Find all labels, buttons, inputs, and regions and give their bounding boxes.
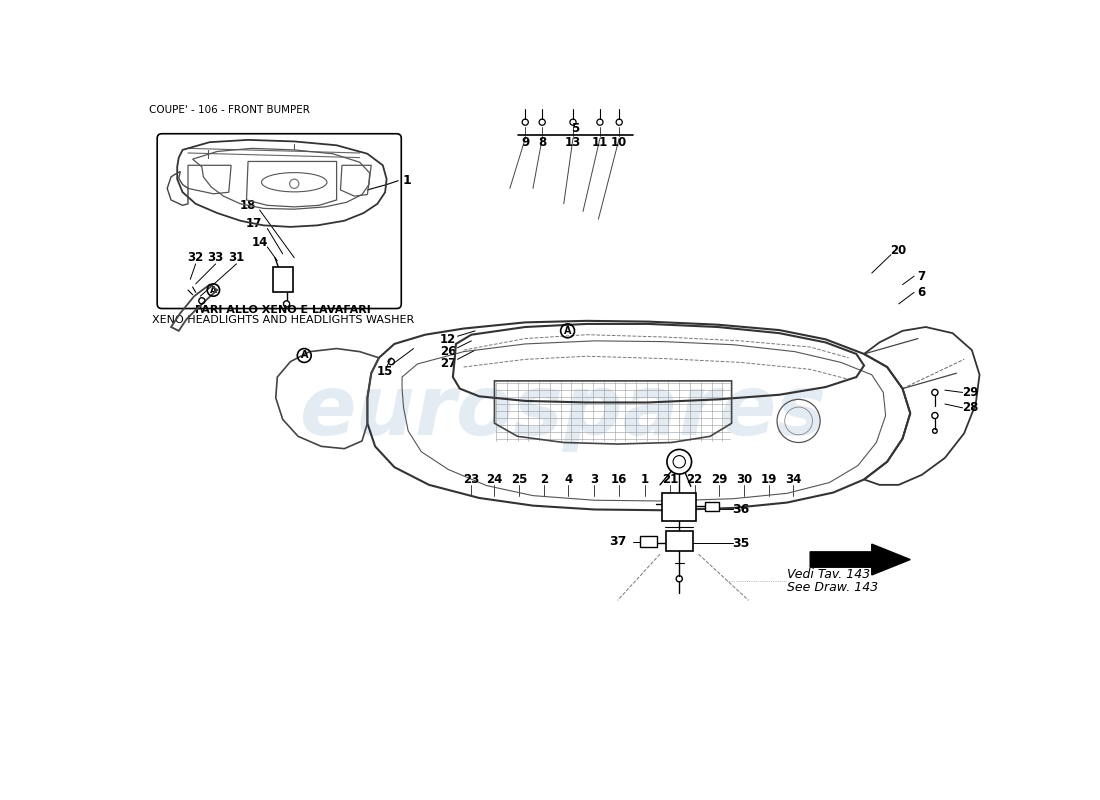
FancyBboxPatch shape [157, 134, 402, 309]
Text: 7: 7 [917, 270, 926, 282]
Text: 12: 12 [440, 333, 456, 346]
Text: 21: 21 [662, 473, 678, 486]
Text: 17: 17 [246, 218, 262, 230]
Text: 35: 35 [733, 537, 749, 550]
Text: XENO HEADLIGHTS AND HEADLIGHTS WASHER: XENO HEADLIGHTS AND HEADLIGHTS WASHER [152, 314, 414, 325]
Text: A: A [210, 286, 217, 294]
Text: 10: 10 [612, 136, 627, 149]
Text: 36: 36 [733, 503, 749, 516]
Text: 4: 4 [564, 473, 572, 486]
Text: 30: 30 [736, 473, 752, 486]
Text: 31: 31 [229, 251, 244, 264]
Text: 13: 13 [565, 136, 581, 149]
FancyBboxPatch shape [666, 531, 693, 551]
Text: 5: 5 [571, 122, 580, 135]
Text: 22: 22 [686, 473, 703, 486]
Text: 29: 29 [962, 386, 979, 399]
Text: 37: 37 [609, 535, 626, 548]
FancyBboxPatch shape [640, 537, 657, 547]
Polygon shape [810, 544, 911, 575]
Text: 24: 24 [486, 473, 503, 486]
Text: 16: 16 [610, 473, 627, 486]
Text: 33: 33 [208, 251, 223, 264]
Text: A: A [564, 326, 571, 336]
Text: 14: 14 [252, 236, 267, 249]
Text: 20: 20 [891, 243, 906, 257]
Text: 3: 3 [590, 473, 597, 486]
Text: 26: 26 [440, 345, 456, 358]
Text: 32: 32 [188, 251, 204, 264]
Text: 2: 2 [540, 473, 548, 486]
FancyBboxPatch shape [662, 493, 696, 521]
Text: 27: 27 [440, 358, 456, 370]
Text: 9: 9 [521, 136, 529, 149]
Text: 28: 28 [962, 402, 979, 414]
Text: 25: 25 [510, 473, 527, 486]
Text: Vedi Tav. 143: Vedi Tav. 143 [788, 569, 870, 582]
FancyBboxPatch shape [705, 502, 718, 511]
Text: FARI ALLO XENO E LAVAFARI: FARI ALLO XENO E LAVAFARI [195, 306, 371, 315]
Text: 19: 19 [760, 473, 777, 486]
Text: 34: 34 [785, 473, 802, 486]
Text: 11: 11 [592, 136, 608, 149]
Text: 1: 1 [640, 473, 649, 486]
Text: COUPE' - 106 - FRONT BUMPER: COUPE' - 106 - FRONT BUMPER [150, 106, 310, 115]
Text: A: A [300, 350, 308, 361]
Text: 18: 18 [240, 199, 256, 212]
Text: 1: 1 [403, 174, 411, 187]
Text: eurospares: eurospares [300, 371, 827, 452]
Text: 6: 6 [917, 286, 926, 299]
Text: See Draw. 143: See Draw. 143 [788, 581, 878, 594]
Text: 8: 8 [538, 136, 547, 149]
Text: 29: 29 [711, 473, 727, 486]
FancyBboxPatch shape [274, 267, 294, 291]
Text: 23: 23 [463, 473, 480, 486]
Text: 15: 15 [377, 365, 394, 378]
